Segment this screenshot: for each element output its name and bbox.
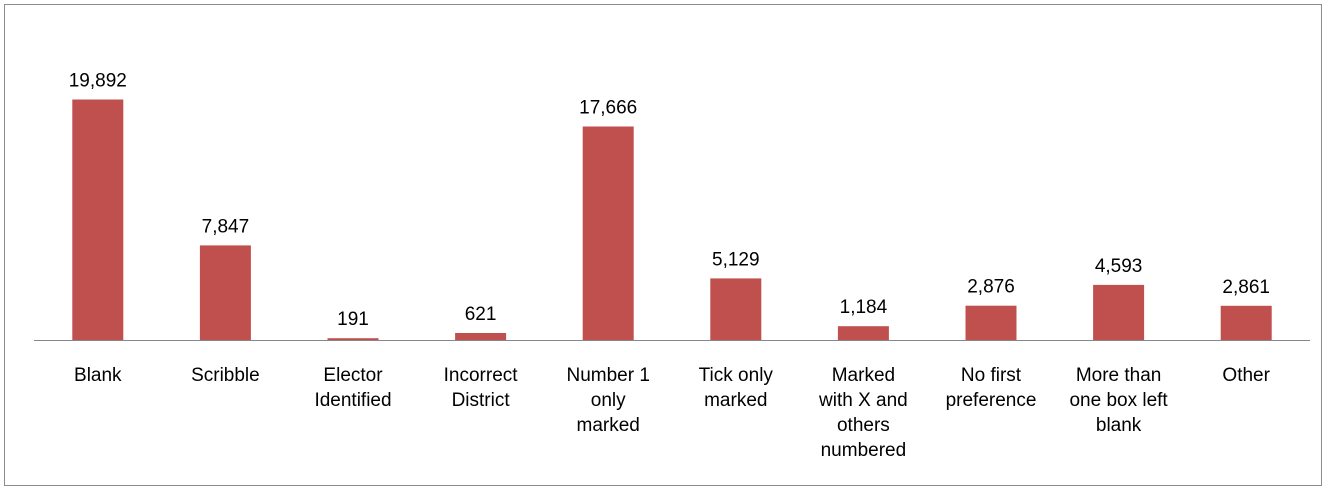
- category-label-line: Marked: [832, 365, 895, 386]
- bar-5: [710, 278, 762, 341]
- category-label-line: District: [452, 390, 511, 411]
- bar-3: [455, 333, 507, 341]
- category-label-0: Blank: [74, 365, 122, 386]
- category-label-line: Blank: [74, 365, 122, 386]
- category-label-3: Incorrect District: [444, 365, 519, 411]
- category-label-line: Number 1: [566, 365, 649, 386]
- bar-7: [965, 305, 1017, 341]
- category-label-line: only: [591, 390, 626, 411]
- category-label-line: Tick only: [699, 365, 774, 386]
- category-label-2: Elector Identified: [314, 365, 391, 411]
- category-label-line: preference: [946, 390, 1037, 411]
- data-label-6: 1,184: [840, 297, 888, 318]
- bar-4: [582, 126, 634, 341]
- category-label-line: Incorrect: [444, 365, 519, 386]
- bar-1: [199, 245, 251, 341]
- bars-group: [72, 99, 1272, 341]
- bar-0: [72, 99, 124, 341]
- category-label-line: Elector: [323, 365, 383, 386]
- bar-9: [1220, 305, 1272, 341]
- data-label-9: 2,861: [1222, 277, 1270, 298]
- category-label-line: Identified: [314, 390, 391, 411]
- category-labels-group: Blank Scribble Elector Identified Incorrect D…: [74, 365, 1271, 461]
- data-label-4: 17,666: [579, 98, 637, 119]
- data-label-8: 4,593: [1095, 256, 1143, 277]
- data-label-7: 2,876: [967, 277, 1015, 298]
- category-label-line: No first: [961, 365, 1022, 386]
- data-label-5: 5,129: [712, 249, 760, 270]
- data-labels-group: 19,892 7,847 191 621 17,666 5,129 1,184 2,876 4,…: [69, 71, 1270, 331]
- category-label-8: More than one box left blank: [1069, 365, 1168, 436]
- category-label-4: Number 1 only marked: [566, 365, 649, 436]
- category-label-line: with X and: [818, 390, 908, 411]
- category-label-line: marked: [704, 390, 767, 411]
- category-label-7: No first preference: [946, 365, 1037, 411]
- data-label-2: 191: [337, 309, 369, 330]
- bar-2: [327, 338, 379, 341]
- category-label-9: Other: [1222, 365, 1270, 386]
- chart-frame: [4, 4, 1322, 486]
- category-label-line: Scribble: [191, 365, 260, 386]
- bar-8: [1093, 284, 1145, 341]
- category-label-line: marked: [577, 415, 640, 436]
- category-label-5: Tick only marked: [699, 365, 774, 411]
- data-label-0: 19,892: [69, 71, 127, 92]
- category-label-line: More than: [1076, 365, 1162, 386]
- category-label-1: Scribble: [191, 365, 260, 386]
- category-label-line: one box left: [1069, 390, 1168, 411]
- category-label-line: others: [837, 415, 890, 436]
- bar-6: [837, 326, 889, 341]
- category-label-line: Other: [1222, 365, 1270, 386]
- category-label-line: numbered: [821, 440, 907, 461]
- category-label-6: Marked with X and others numbered: [818, 365, 908, 461]
- data-label-1: 7,847: [202, 216, 250, 237]
- category-label-line: blank: [1096, 415, 1142, 436]
- data-label-3: 621: [465, 304, 497, 325]
